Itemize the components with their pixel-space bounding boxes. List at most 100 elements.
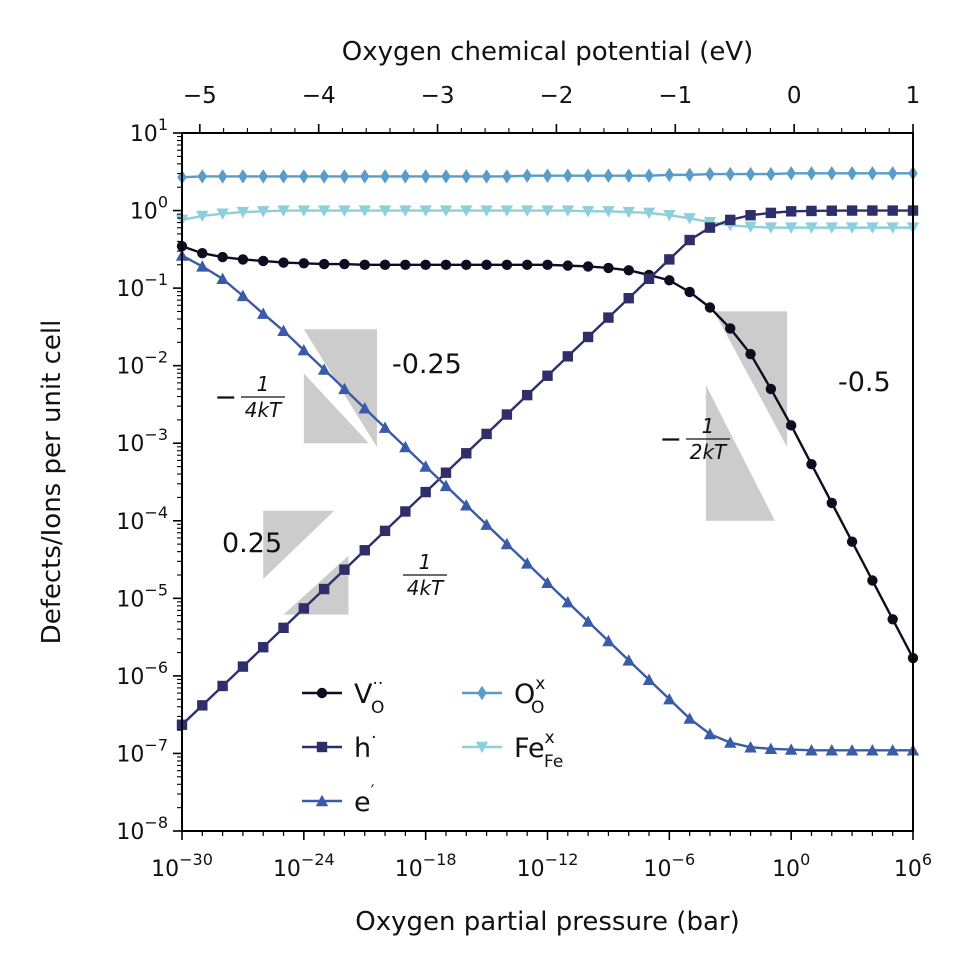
data-point [867, 166, 878, 181]
data-point [197, 169, 208, 184]
y-tick-label: 10−7 [116, 735, 168, 767]
data-point [278, 622, 289, 634]
data-point [705, 166, 715, 182]
data-point [562, 260, 574, 271]
data-point [278, 257, 289, 268]
data-point [581, 615, 595, 627]
data-point [480, 518, 493, 530]
data-point [684, 286, 695, 298]
data-point [501, 409, 513, 420]
data-point [847, 166, 857, 181]
data-point [784, 222, 798, 234]
series-group [175, 166, 920, 756]
data-point [480, 205, 493, 217]
data-point [764, 222, 778, 234]
legend-marker [316, 687, 328, 699]
triangle-e-upper [303, 329, 377, 448]
data-point [338, 205, 351, 217]
data-point [683, 213, 696, 225]
data-point [338, 382, 351, 395]
legend-label: e′ [354, 782, 375, 818]
top-axis-title: Oxygen chemical potential (eV) [342, 37, 754, 67]
data-point [846, 205, 858, 216]
data-point [745, 210, 756, 221]
data-point [237, 254, 249, 265]
data-point [542, 259, 553, 271]
frac-numerator: 1 [257, 372, 270, 396]
series-line [181, 209, 913, 726]
frac-denominator: 4kT [245, 398, 283, 422]
data-point [704, 302, 716, 313]
data-point [724, 736, 737, 748]
data-point [502, 169, 512, 184]
data-point [542, 168, 553, 183]
data-point [298, 258, 310, 269]
data-point [420, 259, 431, 271]
x-axis-title: Oxygen partial pressure (bar) [355, 907, 739, 937]
top-tick-label: −1 [658, 83, 692, 109]
legend-entry-4: Fex Fe [462, 728, 563, 772]
data-point [217, 251, 228, 263]
x-tick-label: 10−6 [644, 850, 696, 882]
data-point [399, 205, 412, 217]
legend-marker [475, 741, 489, 754]
data-point [521, 259, 533, 271]
data-point [196, 210, 209, 223]
data-point [644, 168, 654, 183]
data-point [845, 744, 859, 756]
top-tick-label: −4 [302, 83, 336, 109]
slope-triangles [263, 311, 788, 615]
data-point [642, 673, 656, 685]
legend-label: h· [354, 728, 377, 764]
data-point [360, 169, 370, 184]
data-point [664, 275, 675, 286]
frac-denominator: 2kT [690, 440, 728, 464]
data-point [380, 169, 390, 184]
data-point [481, 169, 492, 184]
data-point [359, 259, 370, 271]
data-point [318, 258, 330, 270]
data-point [237, 661, 249, 672]
data-point [826, 497, 837, 509]
data-point [379, 259, 391, 271]
data-point [542, 370, 553, 381]
series-3 [177, 166, 918, 185]
slope-label-minus-025: -0.25 [392, 349, 462, 380]
data-point [764, 742, 778, 754]
series-4 [175, 205, 920, 234]
data-point [257, 307, 270, 319]
y-tick-label: 10−4 [116, 503, 168, 535]
data-point [277, 324, 290, 336]
data-point [561, 596, 575, 608]
legend-marker [316, 741, 328, 753]
data-point [622, 654, 635, 666]
top-tick-label: 0 [787, 83, 802, 109]
data-point [216, 208, 229, 220]
legend-label: V·· O [354, 674, 384, 718]
data-point [419, 460, 432, 472]
frac-sign: − [214, 382, 237, 413]
data-point [785, 206, 797, 217]
triangle-vo-lower [705, 385, 775, 521]
y-tick-label: 101 [130, 115, 168, 147]
data-point [664, 167, 675, 183]
data-point [603, 312, 614, 323]
y-tick-label: 10−1 [116, 270, 168, 302]
data-point [887, 205, 898, 216]
data-point [440, 259, 452, 271]
triangle-vo-upper [714, 311, 788, 448]
data-point [420, 486, 431, 498]
data-point [258, 169, 268, 184]
data-point [319, 169, 329, 184]
triangle-h-lower [283, 555, 349, 615]
y-tick-label: 10−3 [116, 425, 168, 457]
data-point [439, 205, 453, 217]
data-point [278, 169, 289, 184]
data-point [236, 206, 250, 219]
data-point [521, 389, 533, 401]
data-point [886, 744, 899, 756]
x-tick-label: 10−24 [273, 850, 335, 882]
frac-denominator: 4kT [407, 576, 445, 600]
